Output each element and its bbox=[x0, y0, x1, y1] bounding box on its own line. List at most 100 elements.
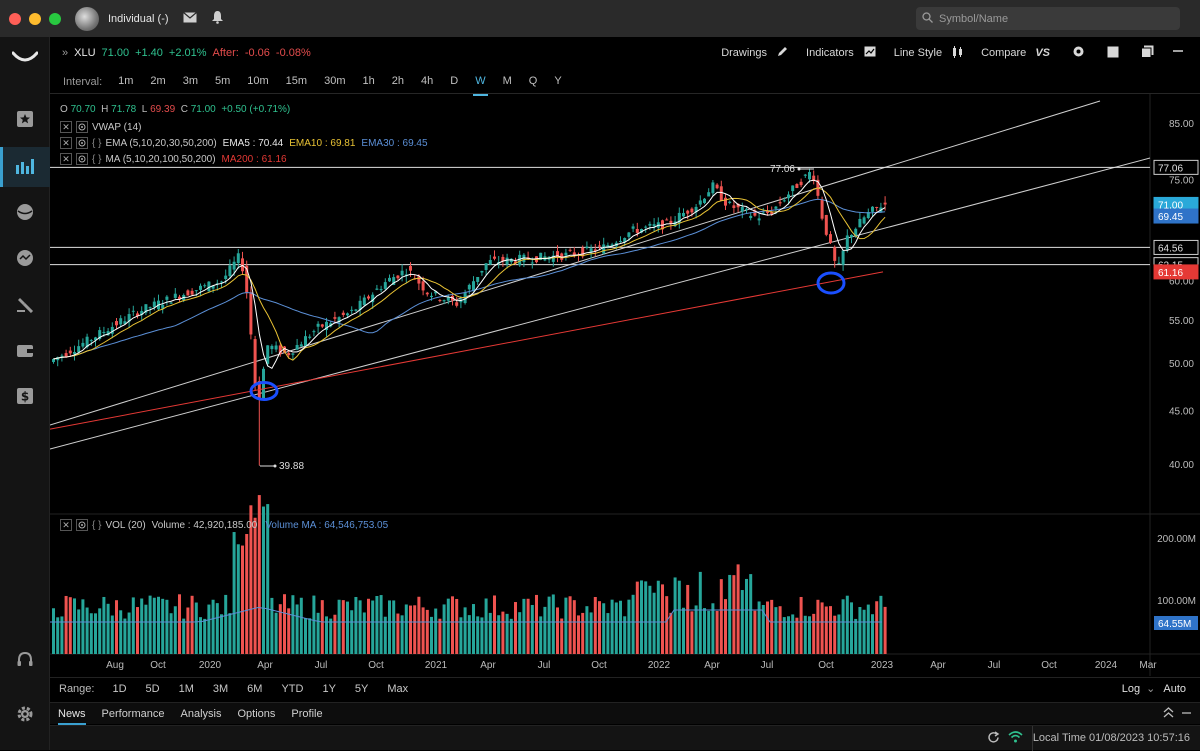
interval-30m[interactable]: 30m bbox=[324, 74, 346, 87]
settings-brace-icon[interactable]: { } bbox=[92, 137, 102, 149]
remove-indicator-icon[interactable]: ✕ bbox=[60, 121, 72, 133]
symbol-search[interactable] bbox=[916, 7, 1180, 30]
sidebar-item-markets[interactable] bbox=[0, 193, 50, 233]
chart-settings-button[interactable] bbox=[1068, 45, 1091, 61]
range-3m[interactable]: 3M bbox=[212, 682, 229, 695]
sidebar-item-watchlist[interactable] bbox=[0, 100, 50, 140]
expand-chevron-icon[interactable]: » bbox=[62, 47, 69, 59]
volume-bar bbox=[425, 609, 429, 654]
account-switcher[interactable]: Individual (-) bbox=[75, 6, 224, 31]
range-1m[interactable]: 1M bbox=[178, 682, 194, 695]
volume-bar bbox=[110, 615, 114, 654]
channel-lower-line bbox=[50, 157, 1151, 450]
mail-icon[interactable] bbox=[182, 11, 197, 26]
chevron-down-icon[interactable]: ⌄ bbox=[1146, 683, 1156, 695]
volume-bar bbox=[690, 611, 694, 654]
remove-indicator-icon[interactable]: ✕ bbox=[60, 137, 72, 149]
interval-2m[interactable]: 2m bbox=[150, 74, 166, 87]
volume-bar bbox=[665, 596, 669, 654]
eye-icon[interactable] bbox=[76, 121, 88, 133]
logo-icon[interactable] bbox=[0, 37, 50, 77]
ema30-value: EMA30 : 69.45 bbox=[361, 137, 428, 149]
interval-5m[interactable]: 5m bbox=[214, 74, 231, 87]
maximize-window-button[interactable] bbox=[49, 12, 61, 25]
range-1y[interactable]: 1Y bbox=[322, 682, 336, 695]
interval-w[interactable]: W bbox=[473, 75, 489, 96]
candle bbox=[854, 228, 858, 236]
range-max[interactable]: Max bbox=[387, 682, 409, 695]
sidebar-item-chart[interactable] bbox=[0, 147, 50, 187]
avatar[interactable] bbox=[75, 6, 99, 31]
candle bbox=[728, 201, 732, 203]
refresh-icon[interactable] bbox=[987, 731, 1000, 747]
account-name[interactable]: Individual (-) bbox=[108, 12, 169, 25]
minimize-panel-icon[interactable] bbox=[1181, 707, 1192, 722]
interval-q[interactable]: Q bbox=[528, 74, 538, 87]
volume-bar bbox=[123, 618, 127, 654]
indicators-button[interactable]: Indicators bbox=[806, 46, 882, 60]
settings-brace-icon[interactable]: { } bbox=[92, 153, 102, 165]
sidebar-item-settings[interactable] bbox=[0, 695, 50, 735]
volume-bar bbox=[215, 603, 219, 654]
candle bbox=[606, 245, 610, 248]
minimize-panel-icon[interactable] bbox=[1172, 45, 1184, 60]
sidebar-item-wallet[interactable] bbox=[0, 331, 50, 371]
interval-4h[interactable]: 4h bbox=[420, 74, 434, 87]
range-ytd[interactable]: YTD bbox=[281, 682, 304, 695]
interval-y[interactable]: Y bbox=[554, 74, 562, 87]
search-input[interactable] bbox=[939, 12, 1169, 25]
interval-3m[interactable]: 3m bbox=[182, 74, 198, 87]
sidebar-item-trade[interactable] bbox=[0, 285, 50, 325]
interval-1m[interactable]: 1m bbox=[118, 74, 134, 87]
volume-bar bbox=[484, 598, 488, 654]
candle bbox=[52, 359, 55, 363]
interval-d[interactable]: D bbox=[450, 74, 459, 87]
copy-button[interactable] bbox=[1137, 45, 1160, 61]
tab-news[interactable]: News bbox=[58, 703, 86, 725]
sidebar-item-support[interactable] bbox=[0, 641, 50, 681]
remove-indicator-icon[interactable]: ✕ bbox=[60, 519, 72, 531]
fullscreen-button[interactable] bbox=[1103, 46, 1125, 61]
expand-panel-icon[interactable] bbox=[1163, 707, 1174, 722]
interval-15m[interactable]: 15m bbox=[285, 74, 308, 87]
tab-profile[interactable]: Profile bbox=[291, 707, 323, 720]
chart-area[interactable]: 39.88 77.06 85.00 75.00 60.00 55.00 50.00 45.00… bbox=[50, 94, 1200, 676]
sidebar-item-cash[interactable]: $ bbox=[0, 377, 50, 417]
auto-scale-toggle[interactable]: Auto bbox=[1163, 682, 1186, 695]
interval-2h[interactable]: 2h bbox=[391, 74, 404, 87]
candle bbox=[833, 247, 837, 261]
tab-analysis[interactable]: Analysis bbox=[180, 707, 222, 720]
bell-icon[interactable] bbox=[211, 10, 224, 27]
log-scale-toggle[interactable]: Log bbox=[1121, 682, 1141, 695]
remove-indicator-icon[interactable]: ✕ bbox=[60, 153, 72, 165]
eye-icon[interactable] bbox=[76, 137, 88, 149]
time-axis-label: Oct bbox=[1041, 660, 1057, 671]
candle bbox=[883, 202, 887, 205]
symbol-label[interactable]: XLU bbox=[74, 47, 96, 59]
volume-bar bbox=[728, 574, 732, 654]
range-5y[interactable]: 5Y bbox=[354, 682, 369, 695]
interval-1h[interactable]: 1h bbox=[362, 74, 375, 87]
candle bbox=[446, 297, 450, 301]
compare-button[interactable]: Compare VS bbox=[981, 47, 1056, 59]
eye-icon[interactable] bbox=[76, 153, 88, 165]
line-style-button[interactable]: Line Style bbox=[894, 45, 969, 61]
interval-10m[interactable]: 10m bbox=[247, 74, 269, 87]
sidebar-item-messages[interactable] bbox=[0, 239, 50, 279]
eye-icon[interactable] bbox=[76, 519, 88, 531]
time-axis-label: Jul bbox=[761, 660, 774, 671]
range-5d[interactable]: 5D bbox=[145, 682, 160, 695]
interval-m[interactable]: M bbox=[502, 74, 512, 87]
price-chart[interactable]: 39.88 77.06 85.00 75.00 60.00 55.00 50.00 45.00… bbox=[50, 94, 1200, 676]
settings-brace-icon[interactable]: { } bbox=[92, 519, 102, 531]
volume-bar bbox=[598, 601, 601, 654]
range-1d[interactable]: 1D bbox=[112, 682, 127, 695]
drawings-button[interactable]: Drawings bbox=[721, 46, 794, 60]
volume-bar bbox=[816, 599, 820, 654]
wifi-icon bbox=[1008, 731, 1023, 746]
minimize-window-button[interactable] bbox=[29, 12, 41, 25]
range-6m[interactable]: 6M bbox=[247, 682, 263, 695]
close-window-button[interactable] bbox=[9, 12, 21, 25]
tab-options[interactable]: Options bbox=[237, 707, 276, 720]
tab-performance[interactable]: Performance bbox=[101, 707, 165, 720]
